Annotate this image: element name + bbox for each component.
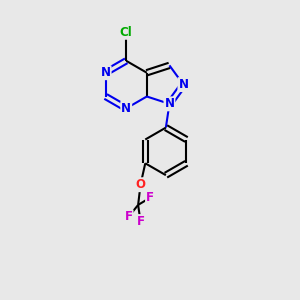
Text: O: O bbox=[136, 178, 146, 191]
Text: N: N bbox=[164, 97, 174, 110]
Text: N: N bbox=[100, 66, 111, 79]
Text: F: F bbox=[124, 210, 133, 223]
Text: Cl: Cl bbox=[120, 26, 133, 39]
Text: F: F bbox=[146, 191, 154, 204]
Text: N: N bbox=[178, 78, 188, 91]
Text: N: N bbox=[121, 102, 131, 115]
Text: F: F bbox=[136, 215, 145, 228]
